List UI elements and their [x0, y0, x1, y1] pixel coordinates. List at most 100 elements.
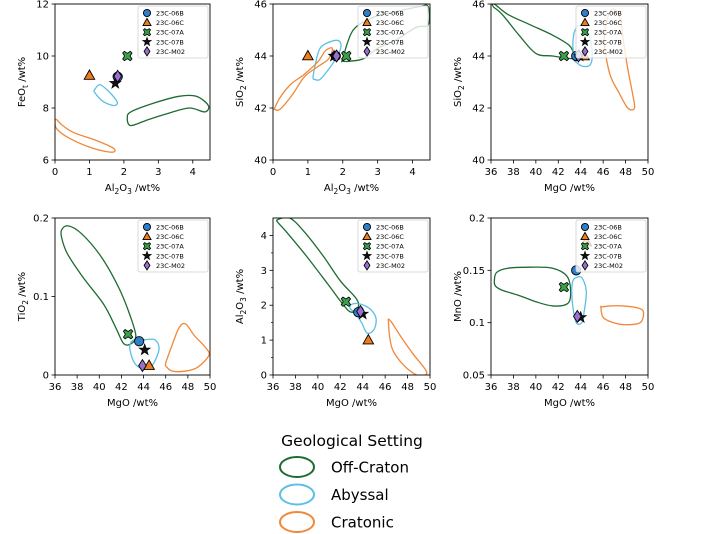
field-cratonic [164, 322, 210, 373]
y-axis-label: MnO /wt% [453, 271, 464, 322]
field-outlines [55, 83, 210, 153]
x-tick-label: 4 [190, 167, 196, 178]
legend-label: 23C-07B [376, 38, 404, 46]
x-axis-label: Al2O3 /wt% [105, 183, 160, 196]
x-tick-label: 42 [115, 382, 128, 393]
data-point [108, 76, 122, 89]
field-off-craton [275, 218, 360, 313]
y-tick-label: 10 [36, 52, 49, 63]
x-tick-label: 46 [379, 382, 392, 393]
y-axis-label: TiO2 /wt% [17, 272, 30, 322]
data-point [558, 50, 570, 62]
legend-marker [142, 8, 152, 18]
legend-marker [142, 222, 152, 232]
x-tick-label: 36 [485, 382, 498, 393]
x-tick-label: 38 [289, 382, 302, 393]
data-point [340, 296, 352, 307]
x-tick-label: 46 [597, 167, 610, 178]
y-tick-label: 46 [472, 0, 485, 11]
y-tick-label: 44 [254, 52, 267, 63]
x-tick-label: 40 [93, 382, 106, 393]
field-abyssal [312, 39, 342, 81]
field-cratonic [387, 318, 428, 375]
x-tick-label: 36 [267, 382, 280, 393]
x-axis-label: MgO /wt% [544, 183, 595, 194]
legend-marker [363, 46, 371, 57]
x-tick-label: 48 [401, 382, 414, 393]
x-tick-label: 1 [86, 167, 92, 178]
data-point [134, 336, 145, 347]
field-off-craton [491, 4, 576, 60]
x-tick-label: 2 [340, 167, 346, 178]
field-off-craton [60, 225, 137, 346]
setting-legend: Geological Setting Off-Craton Abyssal Crato… [279, 432, 423, 533]
y-tick-label: 0.2 [33, 214, 49, 225]
legend-marker [362, 28, 372, 37]
legend-label: 23C-06C [156, 19, 184, 27]
legend-marker [580, 242, 590, 251]
x-tick-label: 44 [574, 382, 587, 393]
legend-label: 23C-07B [594, 252, 622, 260]
setting-swatch-abyssal [279, 483, 315, 506]
legend-marker [580, 222, 590, 232]
x-tick-label: 3 [155, 167, 161, 178]
legend-label: 23C-M02 [376, 48, 405, 56]
legend-label: 23C-06C [594, 19, 622, 27]
x-tick-label: 42 [552, 167, 565, 178]
legend-marker [580, 8, 590, 18]
field-off-craton [493, 266, 572, 307]
x-tick-label: 42 [552, 382, 565, 393]
x-tick-label: 3 [374, 167, 380, 178]
x-tick-label: 48 [619, 167, 632, 178]
setting-label: Off-Craton [331, 459, 409, 477]
legend-marker [579, 36, 591, 47]
data-point [332, 49, 341, 63]
legend-marker [362, 8, 372, 18]
x-tick-label: 44 [574, 167, 587, 178]
setting-label: Cratonic [331, 514, 394, 532]
legend-marker [143, 46, 151, 57]
legend-marker [362, 222, 372, 232]
y-tick-label: 2 [261, 301, 267, 312]
legend-label: 23C-06B [594, 224, 622, 232]
legend-label: 23C-M02 [594, 48, 623, 56]
legend-label: 23C-07B [376, 252, 404, 260]
chart-panel-4: 36 38 40 42 44 46 48 50 0 0.1 0.2 MgO /wt% TiO2 /wt%… [17, 214, 216, 410]
legend-label: 23C-06C [376, 19, 404, 27]
legend-box [137, 5, 209, 59]
x-tick-label: 4 [409, 167, 415, 178]
x-tick-label: 38 [507, 382, 520, 393]
legend-marker [143, 260, 151, 271]
x-axis-label: MgO /wt% [107, 398, 158, 409]
legend-label: 23C-07B [156, 38, 184, 46]
setting-label: Abyssal [331, 486, 389, 504]
field-abyssal [93, 83, 119, 107]
y-tick-label: 1 [261, 336, 267, 347]
legend-label: 23C-06B [156, 224, 184, 232]
data-point [301, 49, 314, 61]
x-tick-label: 38 [507, 167, 520, 178]
legend-label: 23C-07B [156, 252, 184, 260]
legend-marker [580, 17, 590, 26]
x-tick-label: 50 [642, 167, 655, 178]
y-tick-label: 0.05 [463, 371, 485, 382]
y-tick-label: 4 [261, 231, 267, 242]
legend-marker [581, 46, 589, 57]
x-axis-label: Al2O3 /wt% [324, 183, 379, 196]
y-tick-label: 40 [472, 156, 485, 167]
data-points [340, 296, 375, 345]
axes-frame [272, 217, 431, 376]
y-axis-label: SiO2 /wt% [453, 57, 466, 107]
legend-marker [361, 36, 373, 47]
y-tick-label: 42 [472, 104, 485, 115]
chart-panel-5: 36 38 40 42 44 46 48 50 0 1 2 3 4 MgO /wt% Al2O3 /wt% 2… [235, 217, 436, 409]
legend-label: 23C-07A [156, 243, 184, 251]
legend-marker [362, 231, 372, 240]
data-point [113, 69, 123, 84]
